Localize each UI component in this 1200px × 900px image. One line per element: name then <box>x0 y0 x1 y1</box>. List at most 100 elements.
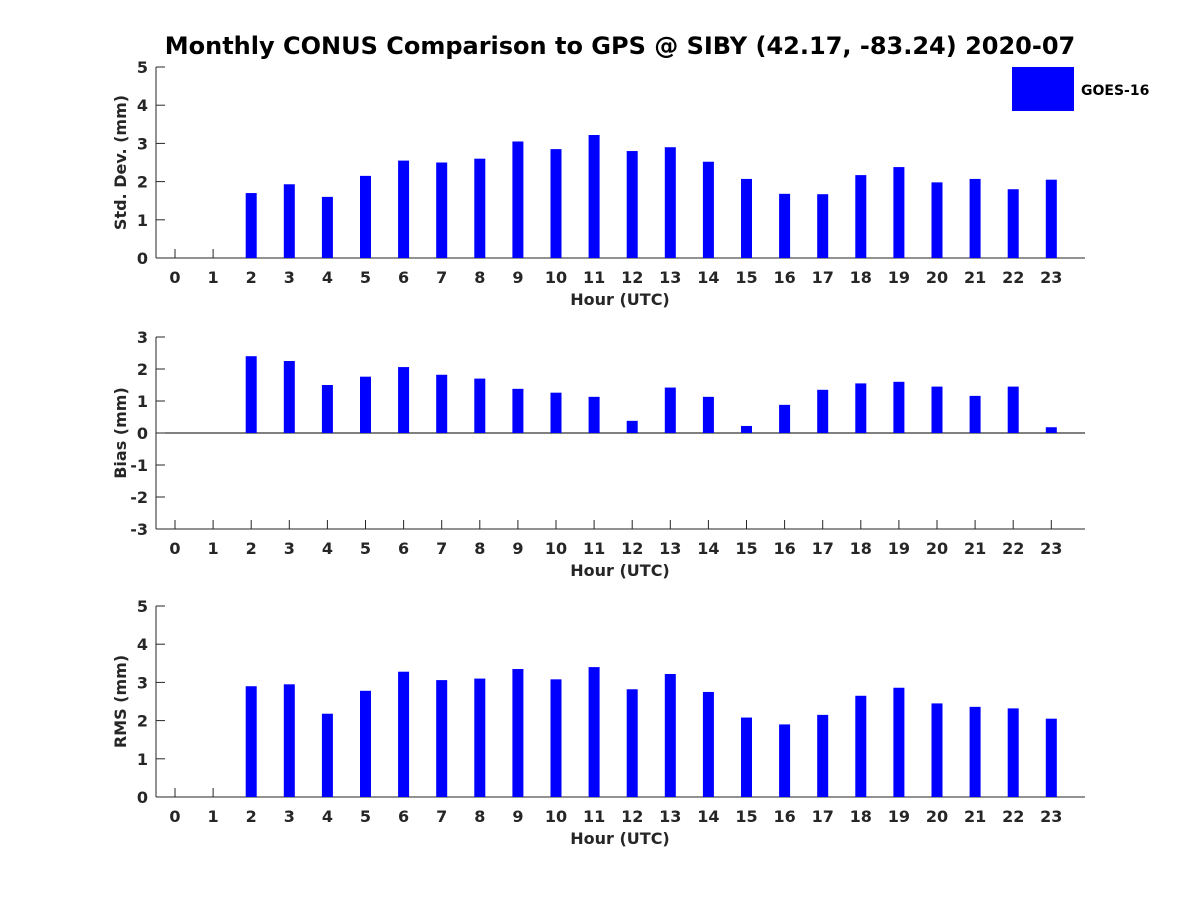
std-dev-bar-hour-18 <box>855 175 867 258</box>
rms-x-tick-label: 22 <box>1002 807 1024 826</box>
bias-bar-hour-4 <box>321 385 333 433</box>
rms-y-tick-label: 5 <box>137 597 148 616</box>
rms-x-tick-label: 14 <box>697 807 719 826</box>
bias-x-tick-label: 6 <box>398 539 409 558</box>
rms-bar-hour-19 <box>893 687 905 797</box>
std-dev-x-tick-label: 15 <box>735 268 757 287</box>
bias-x-tick-label: 8 <box>474 539 485 558</box>
bias-y-tick-label: -2 <box>130 488 148 507</box>
bias-bar-hour-6 <box>398 367 410 433</box>
rms-x-tick-label: 18 <box>850 807 872 826</box>
bias-x-tick-label: 21 <box>964 539 986 558</box>
std-dev-bar-hour-9 <box>512 141 524 258</box>
bias-x-tick-label: 14 <box>697 539 719 558</box>
bias-bar-hour-3 <box>283 361 295 433</box>
rms-bar-hour-4 <box>321 713 333 797</box>
std-dev-x-tick-label: 0 <box>169 268 180 287</box>
bias-bar-hour-2 <box>245 356 257 433</box>
bias-bar-hour-15 <box>741 425 752 433</box>
bias-x-tick-label: 2 <box>246 539 257 558</box>
std-dev-x-tick-label: 6 <box>398 268 409 287</box>
rms-x-tick-label: 13 <box>659 807 681 826</box>
rms-bar-hour-10 <box>550 679 562 797</box>
rms-x-tick-label: 6 <box>398 807 409 826</box>
rms-bar-hour-2 <box>245 686 257 797</box>
bias-x-tick-label: 18 <box>850 539 872 558</box>
std-dev-x-tick-label: 10 <box>545 268 567 287</box>
bias-bar-hour-14 <box>702 396 714 433</box>
rms-bar-hour-23 <box>1045 718 1057 797</box>
std-dev-bar-hour-22 <box>1007 189 1019 258</box>
rms-bar-hour-12 <box>626 689 638 797</box>
rms-bar-hour-9 <box>512 669 524 797</box>
std-dev-x-tick-label: 16 <box>773 268 795 287</box>
rms-bar-hour-8 <box>474 678 486 797</box>
std-dev-y-tick-label: 2 <box>137 173 148 192</box>
rms-y-tick-label: 1 <box>137 750 148 769</box>
std-dev-x-tick-label: 12 <box>621 268 643 287</box>
std-dev-y-tick-label: 1 <box>137 211 148 230</box>
std-dev-bar-hour-20 <box>931 182 943 258</box>
bias-x-tick-label: 7 <box>436 539 447 558</box>
std-dev-x-tick-label: 9 <box>512 268 523 287</box>
bias-x-tick-label: 19 <box>888 539 910 558</box>
bias-bar-hour-12 <box>626 420 638 433</box>
bias-bar-hour-18 <box>855 383 867 433</box>
rms-bar-hour-5 <box>360 690 371 797</box>
bias-x-tick-label: 17 <box>812 539 834 558</box>
std-dev-x-tick-label: 11 <box>583 268 605 287</box>
bias-bar-hour-21 <box>969 395 981 433</box>
rms-x-tick-label: 5 <box>360 807 371 826</box>
rms-x-tick-label: 10 <box>545 807 567 826</box>
std-dev-x-tick-label: 7 <box>436 268 447 287</box>
rms-x-tick-label: 16 <box>773 807 795 826</box>
std-dev-x-tick-label: 17 <box>812 268 834 287</box>
bias-x-label: Hour (UTC) <box>570 561 670 580</box>
std-dev-bar-hour-14 <box>702 161 714 258</box>
bias-x-tick-label: 23 <box>1040 539 1062 558</box>
rms-bar-hour-3 <box>283 684 295 797</box>
bias-bar-hour-20 <box>931 386 943 433</box>
std-dev-bar-hour-13 <box>664 147 676 258</box>
bias-x-tick-label: 3 <box>284 539 295 558</box>
std-dev-x-tick-label: 2 <box>246 268 257 287</box>
rms-bar-hour-7 <box>436 680 448 797</box>
std-dev-y-tick-label: 0 <box>137 249 148 268</box>
figure-title: Monthly CONUS Comparison to GPS @ SIBY (… <box>165 32 1075 60</box>
std-dev-bar-hour-12 <box>626 151 638 258</box>
std-dev-bar-hour-15 <box>741 178 752 258</box>
std-dev-x-tick-label: 5 <box>360 268 371 287</box>
bias-x-tick-label: 15 <box>735 539 757 558</box>
std-dev-bar-hour-8 <box>474 158 486 258</box>
bias-x-tick-label: 0 <box>169 539 180 558</box>
std-dev-bar-hour-10 <box>550 149 562 258</box>
std-dev-bar-hour-7 <box>436 162 448 258</box>
legend-swatch <box>1012 67 1074 111</box>
rms-bar-hour-11 <box>588 667 600 797</box>
std-dev-x-tick-label: 18 <box>850 268 872 287</box>
std-dev-x-tick-label: 21 <box>964 268 986 287</box>
rms-x-tick-label: 4 <box>322 807 333 826</box>
rms-bar-hour-15 <box>741 717 752 797</box>
std-dev-bar-hour-21 <box>969 178 981 258</box>
rms-bar-hour-16 <box>779 724 791 797</box>
bias-bar-hour-22 <box>1007 386 1019 433</box>
bias-x-tick-label: 16 <box>773 539 795 558</box>
bias-y-tick-label: 3 <box>137 328 148 347</box>
rms-x-tick-label: 21 <box>964 807 986 826</box>
bias-y-tick-label: -1 <box>130 456 148 475</box>
rms-bar-hour-13 <box>664 673 676 797</box>
bias-x-tick-label: 5 <box>360 539 371 558</box>
bias-x-tick-label: 20 <box>926 539 948 558</box>
bias-bar-hour-9 <box>512 388 524 433</box>
bias-x-tick-label: 9 <box>512 539 523 558</box>
rms-x-tick-label: 0 <box>169 807 180 826</box>
bias-bar-hour-11 <box>588 396 600 433</box>
std-dev-bar-hour-17 <box>817 194 829 258</box>
std-dev-y-label: Std. Dev. (mm) <box>111 95 130 230</box>
bias-y-tick-label: -3 <box>130 520 148 539</box>
std-dev-y-tick-label: 5 <box>137 58 148 77</box>
